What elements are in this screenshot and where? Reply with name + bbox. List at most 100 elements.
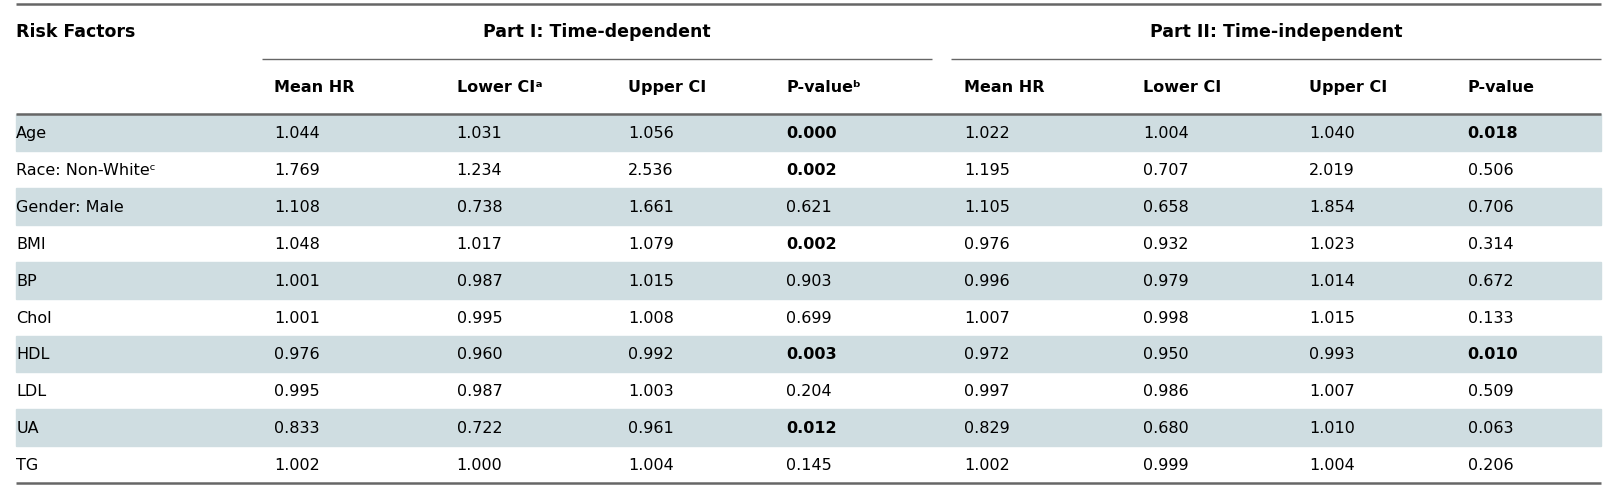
Bar	[16, 336, 1601, 373]
Text: 0.987: 0.987	[456, 273, 503, 288]
Text: 0.995: 0.995	[275, 384, 320, 399]
Text: 0.680: 0.680	[1143, 420, 1188, 435]
Text: 0.993: 0.993	[1310, 347, 1355, 362]
Text: 0.002: 0.002	[786, 236, 838, 251]
Text: Part II: Time-independent: Part II: Time-independent	[1150, 23, 1402, 41]
Text: Age: Age	[16, 126, 47, 141]
Text: 0.509: 0.509	[1468, 384, 1514, 399]
Text: 1.002: 1.002	[275, 457, 320, 472]
Text: 1.040: 1.040	[1310, 126, 1355, 141]
Text: 0.204: 0.204	[786, 384, 831, 399]
Text: 1.023: 1.023	[1310, 236, 1355, 251]
Text: 0.145: 0.145	[786, 457, 833, 472]
Text: 0.987: 0.987	[456, 384, 503, 399]
Text: 1.014: 1.014	[1310, 273, 1355, 288]
Text: 1.004: 1.004	[1143, 126, 1188, 141]
Text: HDL: HDL	[16, 347, 50, 362]
Text: 1.000: 1.000	[456, 457, 503, 472]
Text: 1.004: 1.004	[627, 457, 674, 472]
Text: 1.854: 1.854	[1310, 200, 1355, 214]
Text: 0.002: 0.002	[786, 163, 838, 178]
Text: 0.621: 0.621	[786, 200, 833, 214]
Text: 1.048: 1.048	[275, 236, 320, 251]
Text: 2.536: 2.536	[627, 163, 673, 178]
Text: 1.108: 1.108	[275, 200, 320, 214]
Text: 0.976: 0.976	[275, 347, 320, 362]
Text: 0.012: 0.012	[786, 420, 838, 435]
Text: 0.314: 0.314	[1468, 236, 1514, 251]
Text: 1.002: 1.002	[964, 457, 1009, 472]
Text: 1.001: 1.001	[275, 310, 320, 325]
Text: 0.986: 0.986	[1143, 384, 1188, 399]
Text: Risk Factors: Risk Factors	[16, 23, 136, 41]
Text: 2.019: 2.019	[1310, 163, 1355, 178]
Text: 0.976: 0.976	[964, 236, 1009, 251]
Text: P-valueᵇ: P-valueᵇ	[786, 80, 862, 95]
Text: 0.707: 0.707	[1143, 163, 1188, 178]
Text: Lower CIᵃ: Lower CIᵃ	[456, 80, 542, 95]
Text: 1.769: 1.769	[275, 163, 320, 178]
Text: 1.015: 1.015	[627, 273, 674, 288]
Text: 0.972: 0.972	[964, 347, 1009, 362]
Text: Race: Non-Whiteᶜ: Race: Non-Whiteᶜ	[16, 163, 155, 178]
Text: 0.722: 0.722	[456, 420, 503, 435]
Text: 0.992: 0.992	[627, 347, 673, 362]
Text: 0.706: 0.706	[1468, 200, 1514, 214]
Text: 0.672: 0.672	[1468, 273, 1514, 288]
Text: 1.031: 1.031	[456, 126, 503, 141]
Text: Gender: Male: Gender: Male	[16, 200, 125, 214]
Text: 0.995: 0.995	[456, 310, 503, 325]
Text: 1.017: 1.017	[456, 236, 503, 251]
Text: 0.699: 0.699	[786, 310, 831, 325]
Text: BMI: BMI	[16, 236, 45, 251]
Text: 1.234: 1.234	[456, 163, 503, 178]
Text: Upper CI: Upper CI	[627, 80, 707, 95]
Text: 0.018: 0.018	[1468, 126, 1518, 141]
Text: LDL: LDL	[16, 384, 47, 399]
Text: 1.015: 1.015	[1310, 310, 1355, 325]
Text: 0.903: 0.903	[786, 273, 831, 288]
Text: P-value: P-value	[1468, 80, 1535, 95]
Text: 0.932: 0.932	[1143, 236, 1188, 251]
Text: 1.022: 1.022	[964, 126, 1009, 141]
Text: 0.829: 0.829	[964, 420, 1009, 435]
Text: 1.056: 1.056	[627, 126, 674, 141]
Text: 0.979: 0.979	[1143, 273, 1188, 288]
Text: 0.833: 0.833	[275, 420, 320, 435]
Bar	[16, 115, 1601, 152]
Text: 0.658: 0.658	[1143, 200, 1188, 214]
Text: 0.738: 0.738	[456, 200, 503, 214]
Text: TG: TG	[16, 457, 39, 472]
Text: 0.998: 0.998	[1143, 310, 1188, 325]
Text: 0.000: 0.000	[786, 126, 838, 141]
Text: 1.079: 1.079	[627, 236, 674, 251]
Text: 0.960: 0.960	[456, 347, 503, 362]
Text: 1.001: 1.001	[275, 273, 320, 288]
Text: 0.206: 0.206	[1468, 457, 1514, 472]
Text: 1.010: 1.010	[1310, 420, 1355, 435]
Bar	[16, 409, 1601, 447]
Text: UA: UA	[16, 420, 39, 435]
Text: Mean HR: Mean HR	[964, 80, 1045, 95]
Text: 0.996: 0.996	[964, 273, 1009, 288]
Text: 0.003: 0.003	[786, 347, 838, 362]
Text: 0.997: 0.997	[964, 384, 1009, 399]
Text: 1.044: 1.044	[275, 126, 320, 141]
Text: 1.195: 1.195	[964, 163, 1009, 178]
Text: 1.007: 1.007	[1310, 384, 1355, 399]
Text: 0.063: 0.063	[1468, 420, 1514, 435]
Text: 0.961: 0.961	[627, 420, 674, 435]
Text: 0.999: 0.999	[1143, 457, 1188, 472]
Text: Part I: Time-dependent: Part I: Time-dependent	[483, 23, 711, 41]
Text: 1.003: 1.003	[627, 384, 673, 399]
Text: BP: BP	[16, 273, 37, 288]
Text: 0.506: 0.506	[1468, 163, 1514, 178]
Bar	[16, 262, 1601, 299]
Text: 0.133: 0.133	[1468, 310, 1514, 325]
Text: 1.004: 1.004	[1310, 457, 1355, 472]
Text: 1.661: 1.661	[627, 200, 674, 214]
Bar	[16, 188, 1601, 225]
Text: Lower CI: Lower CI	[1143, 80, 1221, 95]
Text: 1.007: 1.007	[964, 310, 1009, 325]
Text: 0.950: 0.950	[1143, 347, 1188, 362]
